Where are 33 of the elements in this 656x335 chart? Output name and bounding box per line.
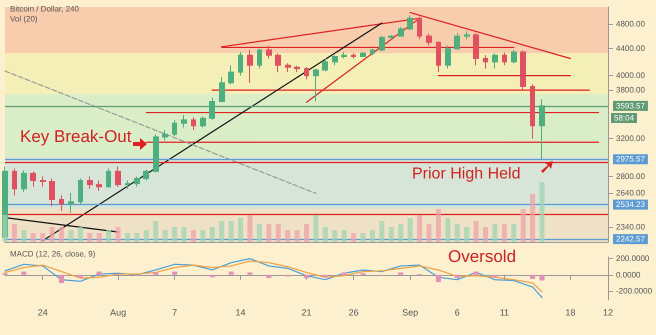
chart-title: Bitcoin / Dollar, 240 (10, 4, 80, 14)
x-tick-label: 26 (348, 308, 359, 318)
annotation: Key Break-Out (20, 127, 132, 146)
x-tick-label: 12 (602, 308, 614, 318)
y-tick-label: 0.0000 (616, 270, 642, 280)
x-tick-label: 21 (301, 308, 312, 318)
ref-line-label: 2534.23 (616, 200, 646, 210)
annotation: Prior High Held (412, 166, 520, 182)
y-tick-label: 2800.00 (616, 172, 646, 181)
x-tick-label: Aug (110, 308, 126, 318)
x-tick-label: 11 (500, 308, 510, 318)
x-tick-label: Sep (402, 308, 418, 318)
y-tick-label: 3800.00 (616, 86, 646, 95)
text: 58:04 (614, 114, 635, 122)
y-tick-label: 200.0000 (616, 254, 650, 264)
chart-title: MACD (12, 26, close, 9) (10, 250, 96, 258)
y-tick-label: 2340.00 (616, 222, 646, 232)
y-tick-label: 3200.00 (616, 134, 646, 144)
x-tick-label: 18 (565, 308, 576, 318)
y-tick-label: 4400.00 (616, 44, 646, 54)
y-tick-label: 2640.00 (616, 188, 646, 198)
x-tick-label: 6 (454, 308, 460, 318)
y-tick-label: -200.0000 (616, 286, 653, 296)
ref-line-label: 3593.57 (616, 101, 646, 110)
x-tick-label: 24 (38, 308, 48, 318)
x-tick-label: 14 (236, 308, 246, 318)
annotation: Oversold (448, 247, 516, 266)
y-tick-label: 4000.00 (616, 71, 646, 80)
y-tick-label: 4800.00 (616, 20, 646, 29)
ref-line-label: 2242.57 (616, 234, 646, 244)
x-tick-label: 7 (172, 308, 178, 318)
ref-line-label: 2975.57 (616, 154, 646, 164)
text: Vol (20) (10, 14, 38, 24)
